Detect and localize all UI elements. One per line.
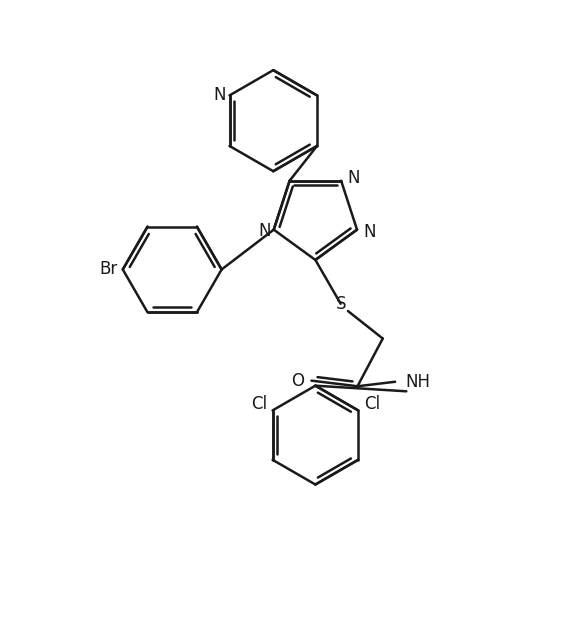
Text: N: N [363,223,376,241]
Text: Cl: Cl [251,395,267,413]
Text: S: S [335,294,346,313]
Text: N: N [213,86,225,104]
Text: Br: Br [99,260,117,278]
Text: NH: NH [405,372,430,391]
Text: N: N [258,222,271,240]
Text: Cl: Cl [364,395,380,413]
Text: O: O [291,372,304,390]
Text: N: N [347,169,360,187]
